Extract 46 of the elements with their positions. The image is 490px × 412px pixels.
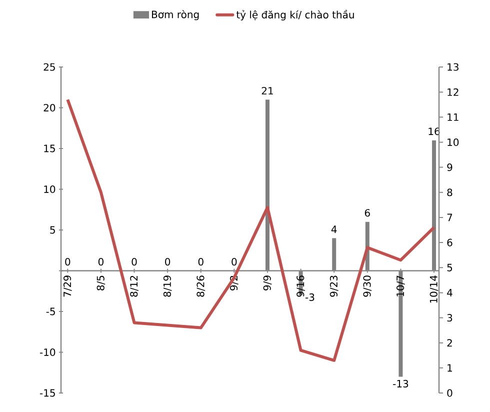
y-tick-label: 5 bbox=[50, 226, 55, 234]
y2-tick-label: 4 bbox=[447, 289, 452, 296]
x-tick-label: 8/5 bbox=[96, 276, 106, 290]
y2-tick-label: 3 bbox=[447, 314, 452, 322]
data-label: 0 bbox=[98, 258, 104, 266]
data-label: 0 bbox=[232, 258, 237, 266]
legend-label: tỷ lệ đăng kí/ chào thầu bbox=[236, 10, 354, 20]
x-tick-label: 10/14 bbox=[430, 276, 438, 303]
y2-tick-label: 2 bbox=[447, 339, 452, 347]
x-tick-label: 9/30 bbox=[363, 276, 372, 297]
x-tick-label: 9/9 bbox=[263, 276, 272, 290]
y2-tick-label: 10 bbox=[448, 138, 459, 146]
data-label: 4 bbox=[331, 226, 337, 233]
y2-tick-label: 11 bbox=[448, 114, 458, 121]
x-tick-label: 7/29 bbox=[63, 276, 72, 297]
data-label: -13 bbox=[393, 380, 408, 388]
x-tick-label: 8/19 bbox=[163, 276, 172, 297]
legend-label: Bơm ròng bbox=[152, 10, 199, 20]
y2-tick-label: 6 bbox=[447, 238, 452, 246]
y-tick-label: 20 bbox=[44, 104, 56, 112]
data-label: -3 bbox=[305, 293, 314, 301]
data-label: 0 bbox=[165, 258, 170, 266]
data-label: 0 bbox=[198, 258, 204, 266]
y-tick-label: -15 bbox=[40, 389, 55, 397]
y2-tick-label: 1 bbox=[448, 364, 452, 372]
y-tick-label: 15 bbox=[44, 144, 55, 152]
x-tick-label: 9/23 bbox=[330, 276, 338, 297]
data-label: 21 bbox=[262, 86, 273, 94]
x-tick-label: 8/12 bbox=[130, 276, 138, 297]
y2-tick-label: 8 bbox=[447, 188, 452, 196]
y-tick-label: -5 bbox=[46, 308, 55, 316]
y2-tick-label: 0 bbox=[447, 389, 452, 397]
x-tick-label: 10/7 bbox=[396, 276, 405, 296]
y-tick-label: 10 bbox=[44, 185, 56, 194]
y2-tick-label: 12 bbox=[448, 88, 458, 96]
data-label: 0 bbox=[132, 258, 137, 266]
y2-tick-label: 5 bbox=[447, 264, 452, 272]
x-tick-label: 9/16 bbox=[296, 276, 305, 297]
data-label: 0 bbox=[65, 258, 70, 266]
y-tick-label: -10 bbox=[40, 348, 56, 356]
y2-tick-label: 13 bbox=[448, 63, 458, 71]
y2-tick-label: 7 bbox=[447, 214, 452, 222]
x-tick-label: 8/26 bbox=[196, 276, 206, 297]
y2-tick-label: 9 bbox=[447, 164, 452, 172]
y-tick-label: 25 bbox=[44, 63, 55, 71]
data-label: 6 bbox=[364, 209, 370, 217]
